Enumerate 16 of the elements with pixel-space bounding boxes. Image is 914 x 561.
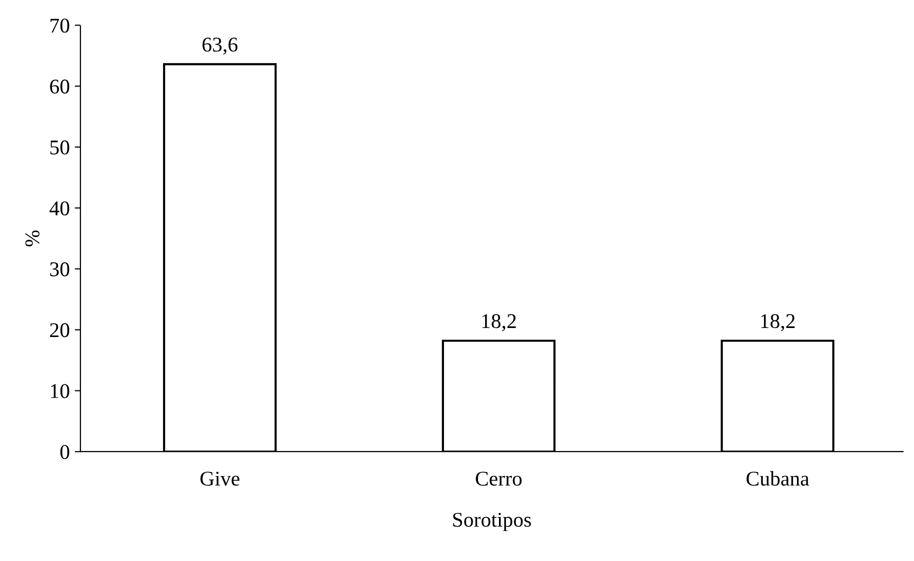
x-tick-label: Give [200, 472, 240, 486]
y-tick-label: 50 [50, 140, 70, 154]
y-tick-label: 60 [50, 80, 70, 94]
y-tick-label: 30 [50, 262, 70, 276]
y-tick-label: 70 [50, 18, 70, 33]
data-label: 18,2 [761, 314, 795, 332]
y-tick-label: 20 [50, 323, 70, 338]
x-tick-label: Cubana [746, 471, 810, 486]
x-tick-label: Cerro [476, 472, 522, 486]
data-label: 63,6 [202, 38, 238, 55]
y-tick-label: 0 [60, 444, 70, 460]
y-axis-title: % [25, 230, 40, 246]
y-tick-label: 40 [50, 201, 70, 216]
y-tick-label: 10 [51, 384, 70, 398]
x-axis-title: Sorotipos [453, 512, 531, 532]
data-label: 18,2 [482, 314, 516, 332]
